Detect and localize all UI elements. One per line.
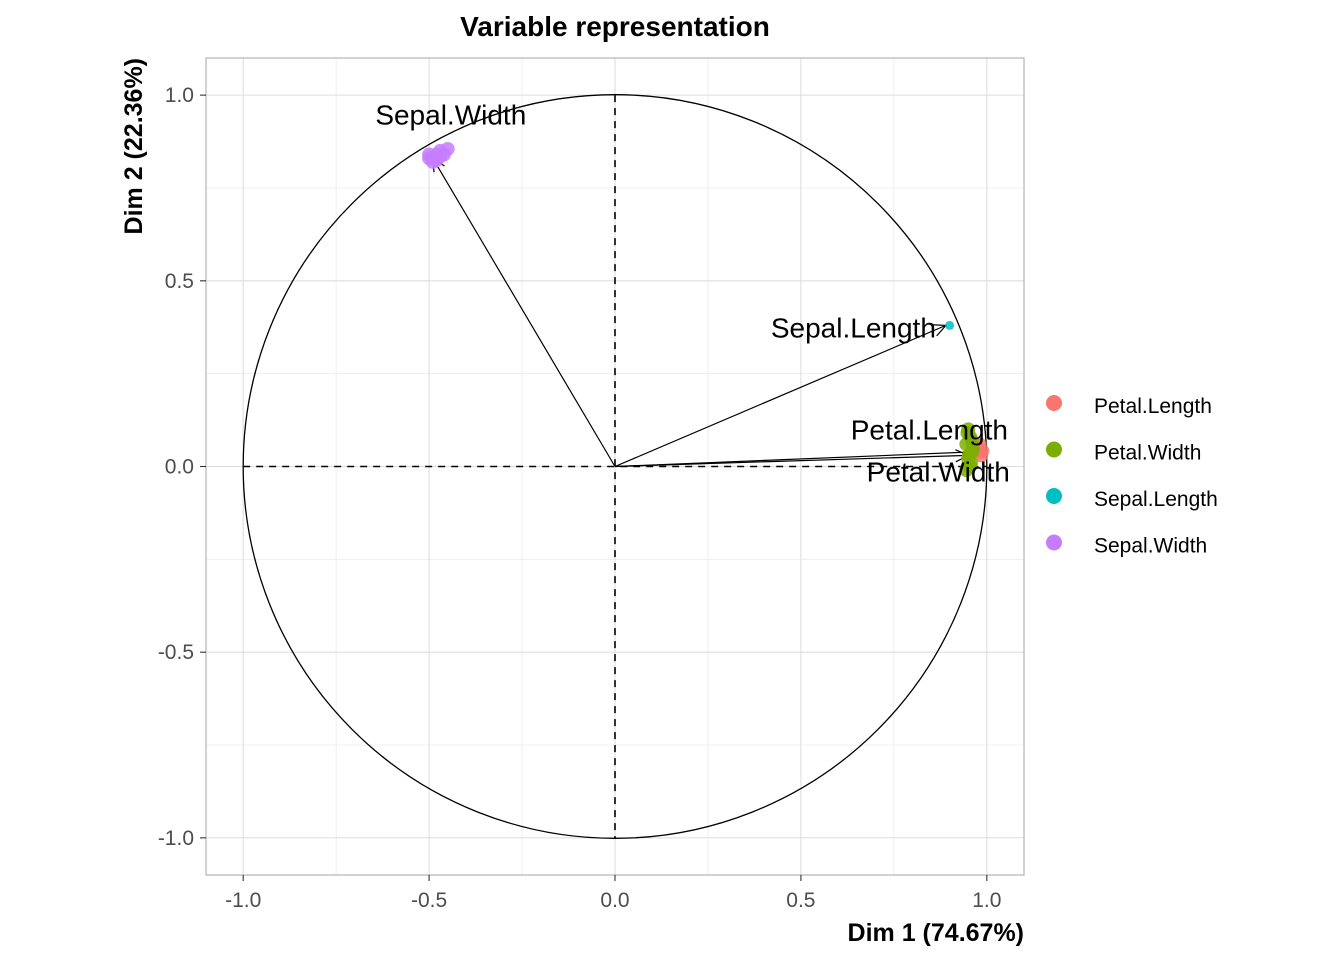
y-tick-label: -0.5: [158, 641, 194, 664]
x-axis-title: Dim 1 (74.67%): [848, 919, 1024, 947]
y-axis-title: Dim 2 (22.36%): [120, 58, 148, 234]
y-tick-label: 0.5: [165, 270, 194, 293]
x-tick-label: 0.0: [600, 889, 629, 912]
x-tick-label: 0.5: [786, 889, 815, 912]
variable-labels: Sepal.Width Sepal.Length Petal.Length Petal…: [375, 99, 1009, 487]
legend-key-sepal-width: [1046, 534, 1062, 551]
x-tick-label: -0.5: [411, 889, 447, 912]
x-axis-ticks: -1.0 -0.5 0.0 0.5 1.0: [225, 875, 1001, 912]
legend-key-sepal-length: [1046, 488, 1062, 504]
variable-label-petal-width: Petal.Width: [867, 456, 1010, 487]
arrow-petal-width: [614, 454, 969, 468]
x-tick-label: -1.0: [225, 889, 261, 912]
variable-points: [422, 141, 990, 478]
legend-label-sepal-length: Sepal.Length: [1094, 488, 1218, 511]
point-sepal-width: [433, 149, 448, 164]
point-petal-width: [964, 455, 979, 470]
arrow-sepal-length: [614, 324, 947, 468]
chart-title: Variable representation: [460, 11, 770, 42]
legend-key-petal-length: [1046, 395, 1062, 411]
x-tick-label: 1.0: [972, 889, 1001, 912]
y-tick-label: -1.0: [158, 827, 194, 850]
legend-label-petal-length: Petal.Length: [1094, 395, 1212, 418]
variable-label-petal-length: Petal.Length: [851, 415, 1008, 446]
legend-label-sepal-width: Sepal.Width: [1094, 535, 1207, 558]
legend: Petal.Length Petal.Width Sepal.Length Sepal…: [1046, 395, 1218, 558]
legend-label-petal-width: Petal.Width: [1094, 442, 1201, 465]
point-petal-width: [960, 426, 975, 441]
y-axis-ticks: -1.0 -0.5 0.0 0.5 1.0: [158, 84, 206, 850]
y-tick-label: 0.0: [165, 456, 194, 479]
y-tick-label: 1.0: [165, 84, 194, 107]
point-sepal-length: [945, 320, 955, 330]
legend-key-petal-width: [1046, 441, 1062, 458]
point-petal-width: [965, 440, 980, 455]
arrow-sepal-width: [432, 157, 616, 467]
variable-label-sepal-length: Sepal.Length: [771, 312, 936, 343]
variable-label-sepal-width: Sepal.Width: [375, 99, 526, 130]
